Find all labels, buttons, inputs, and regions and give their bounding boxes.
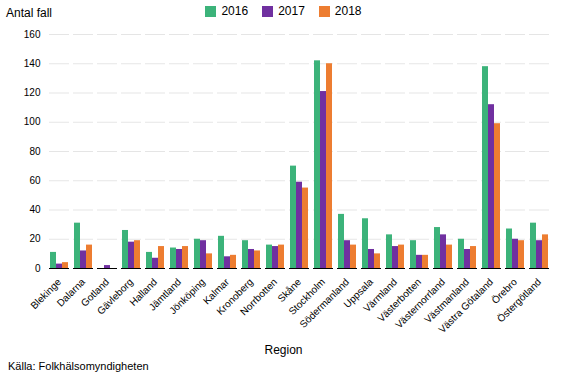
svg-text:Jönköping: Jönköping <box>167 276 207 316</box>
svg-text:140: 140 <box>24 58 41 69</box>
svg-text:Södermanland: Södermanland <box>297 276 352 330</box>
svg-text:120: 120 <box>24 87 41 98</box>
svg-text:Västra Götaland: Västra Götaland <box>436 276 495 335</box>
svg-text:Kalmar: Kalmar <box>201 276 232 307</box>
html-text:2016: 2016 <box>221 4 249 18</box>
svg-text:Skåne: Skåne <box>275 276 304 305</box>
svg-text:100: 100 <box>24 116 41 127</box>
html-text:2018: 2018 <box>334 4 362 18</box>
svg-text:Uppsala: Uppsala <box>341 276 376 310</box>
svg-text:Örebro: Örebro <box>489 276 520 306</box>
svg-text:80: 80 <box>29 146 41 157</box>
svg-text:160: 160 <box>24 29 41 40</box>
svg-text:Östergötland: Östergötland <box>495 276 543 324</box>
svg-text:Västerbotten: Västerbotten <box>375 276 424 325</box>
html-text:Antal fall: Antal fall <box>6 6 52 20</box>
svg-text:Dalarna: Dalarna <box>54 276 88 309</box>
svg-text:Västmanland: Västmanland <box>422 276 472 326</box>
svg-text:Halland: Halland <box>127 276 160 308</box>
svg-text:0: 0 <box>35 263 41 274</box>
html-text:Källa: Folkhälsomyndigheten: Källa: Folkhälsomyndigheten <box>8 360 149 372</box>
svg-text:60: 60 <box>29 175 41 186</box>
svg-text:Stockholm: Stockholm <box>286 276 328 317</box>
html-text:2017: 2017 <box>278 4 305 18</box>
svg-text:40: 40 <box>29 204 41 215</box>
svg-text:Kronoberg: Kronoberg <box>214 276 256 317</box>
svg-text:Gotland: Gotland <box>78 276 112 309</box>
svg-text:20: 20 <box>29 233 41 244</box>
svg-text:Värmland: Värmland <box>361 276 400 315</box>
html-text:Region: Region <box>264 343 303 357</box>
svg-text:Gävleborg: Gävleborg <box>95 276 135 316</box>
svg-text:Norrbotten: Norrbotten <box>238 276 279 317</box>
svg-text:Västernorrland: Västernorrland <box>393 276 448 331</box>
svg-text:Jämtland: Jämtland <box>146 276 184 313</box>
svg-text:Blekinge: Blekinge <box>28 276 64 312</box>
